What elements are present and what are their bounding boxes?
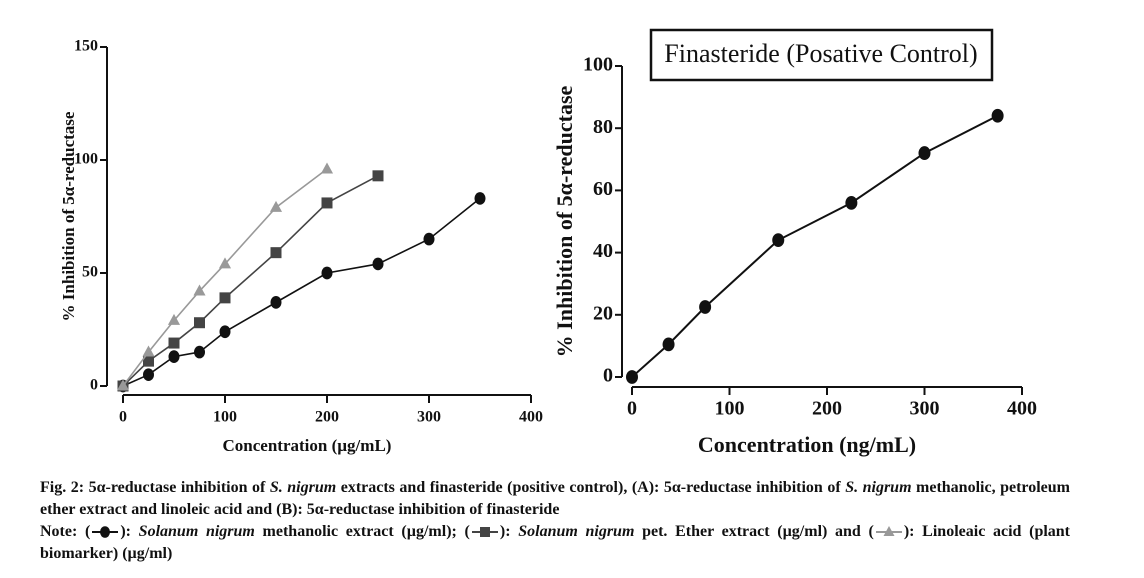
marker <box>143 368 154 382</box>
caption-text: ): Linoleaic acid (plant biomarker) (µg/… <box>40 523 1071 562</box>
x-tick-label: 200 <box>812 398 842 420</box>
y-tick-label: 80 <box>593 116 613 138</box>
marker <box>218 257 232 269</box>
caption-text: methanolic extract (µg/ml); ( <box>254 523 470 540</box>
x-axis-title: Concentration (ng/mL) <box>698 432 916 457</box>
series-line <box>122 168 328 387</box>
marker <box>143 355 154 367</box>
title-box <box>649 28 994 82</box>
marker <box>479 527 490 538</box>
y-tick-label: 20 <box>593 302 613 324</box>
marker <box>372 170 384 182</box>
marker <box>662 337 675 352</box>
x-tick-label: 300 <box>910 398 940 420</box>
marker <box>100 526 111 539</box>
x-tick-label: 200 <box>315 409 339 426</box>
y-tick-label: 0 <box>603 365 613 387</box>
x-axis-title: Concentration (µg/mL) <box>223 436 392 455</box>
caption-text: S. nigrum <box>845 479 912 496</box>
caption-text: Solanum nigrum <box>518 523 635 540</box>
marker <box>320 162 334 174</box>
marker <box>423 232 435 246</box>
caption-paragraph: Note: (): Solanum nigrum methanolic extr… <box>40 521 1070 565</box>
marker <box>193 284 206 296</box>
x-tick-label: 100 <box>213 409 237 426</box>
marker <box>194 345 205 359</box>
caption: Fig. 2: 5α-reductase inhibition of S. ni… <box>40 477 1070 565</box>
chart-title: Finasteride (Posative Control) <box>664 39 977 68</box>
caption-text: extracts and finasteride (positive contr… <box>336 479 846 496</box>
marker <box>167 313 181 325</box>
marker <box>321 266 333 280</box>
caption-text: S. nigrum <box>269 479 337 496</box>
y-tick-label: 60 <box>593 178 613 200</box>
marker <box>372 257 384 271</box>
y-tick-label: 50 <box>82 264 98 281</box>
marker <box>883 526 895 537</box>
x-tick-label: 0 <box>627 398 637 420</box>
y-tick-label: 150 <box>74 38 98 55</box>
marker <box>772 233 785 248</box>
marker <box>626 370 638 384</box>
marker <box>116 379 130 391</box>
marker <box>270 296 282 309</box>
marker <box>219 325 231 339</box>
caption-text: Note: ( <box>40 523 91 540</box>
y-tick-label: 100 <box>74 151 98 168</box>
caption-text: methanolic, petroleum ether extract and … <box>40 479 1071 518</box>
x-tick-label: 0 <box>119 409 127 426</box>
legend-symbol <box>875 526 902 537</box>
x-tick-label: 400 <box>1007 398 1037 420</box>
chart: 0 20 40 60 80 100 0 100 200 300 400 Concentration (… <box>552 28 1037 457</box>
marker <box>270 247 282 259</box>
marker <box>991 108 1004 123</box>
series-line <box>122 175 379 387</box>
y-tick-label: 40 <box>593 240 613 262</box>
legend-symbol <box>92 526 119 539</box>
caption-text: ): <box>499 523 519 540</box>
x-tick-label: 400 <box>519 409 543 426</box>
marker <box>321 197 333 209</box>
series-line <box>631 114 999 378</box>
marker <box>918 146 931 160</box>
marker <box>168 350 180 363</box>
marker <box>168 337 180 349</box>
marker <box>219 292 231 304</box>
y-tick-label: 0 <box>90 377 98 394</box>
series-line <box>122 197 481 387</box>
marker <box>845 195 858 210</box>
y-axis-title: % Inhibition of 5α-reductase <box>552 85 577 357</box>
x-tick-label: 300 <box>417 409 441 426</box>
x-tick-label: 100 <box>715 398 745 420</box>
y-axis-title: % Inhibition of 5α-reductase <box>59 111 78 321</box>
chart: 0 50 100 150 0 100 200 300 400 Concentration (µg/… <box>59 38 543 455</box>
marker <box>699 300 712 314</box>
marker <box>194 317 205 329</box>
caption-text: Solanum nigrum <box>138 523 255 540</box>
legend-symbol <box>471 527 498 538</box>
marker <box>269 200 283 212</box>
caption-text: Fig. 2: 5α-reductase inhibition of <box>40 479 270 496</box>
marker <box>474 192 486 205</box>
caption-paragraph: Fig. 2: 5α-reductase inhibition of S. ni… <box>40 477 1070 521</box>
caption-text: pet. Ether extract (µg/ml) and ( <box>634 523 874 540</box>
marker <box>142 345 155 357</box>
y-tick-label: 100 <box>583 54 613 76</box>
caption-text: ): <box>120 523 139 540</box>
